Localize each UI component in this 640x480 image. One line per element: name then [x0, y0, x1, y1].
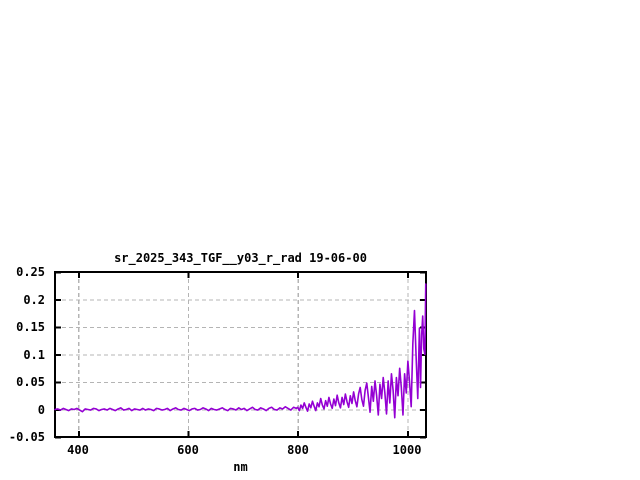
y-tick-label: 0.25: [16, 265, 45, 279]
y-tick-label: 0.2: [23, 293, 45, 307]
x-tick-label: 800: [287, 443, 309, 457]
data-line: [54, 283, 427, 419]
chart-title: sr_2025_343_TGF__y03_r_rad 19-06-00: [114, 251, 367, 265]
y-tick-label: 0.1: [23, 348, 45, 362]
y-tick-label: 0.15: [16, 320, 45, 334]
y-tick-label: 0.05: [16, 375, 45, 389]
x-tick-label: 1000: [392, 443, 422, 457]
y-tick-label: -0.05: [8, 430, 45, 444]
x-axis-title: nm: [233, 460, 248, 474]
y-tick-label: 0: [37, 403, 45, 417]
x-tick-label: 400: [67, 443, 89, 457]
x-tick-label: 600: [177, 443, 199, 457]
